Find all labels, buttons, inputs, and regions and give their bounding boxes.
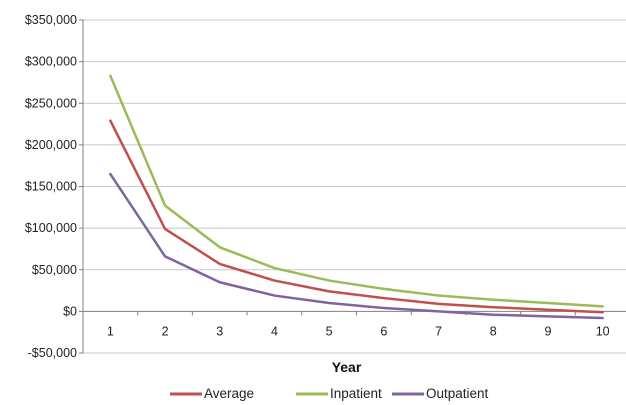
x-tick-label: 4 (271, 324, 278, 338)
legend: Average Inpatient Outpatient (170, 386, 489, 401)
series-line-inpatient (109, 74, 604, 308)
y-tick-label: -$50,000 (28, 346, 77, 360)
y-tick-label: $0 (63, 304, 77, 318)
legend-label-outpatient: Outpatient (426, 386, 489, 401)
x-tick-label: 2 (162, 324, 169, 338)
x-tick-label: 1 (107, 324, 114, 338)
y-tick-label: $250,000 (25, 96, 77, 110)
x-tick-label: 5 (326, 324, 333, 338)
x-tick-label: 9 (544, 324, 551, 338)
x-tick-label: 10 (596, 324, 610, 338)
y-tick-label: $100,000 (25, 221, 77, 235)
y-tick-label: $150,000 (25, 180, 77, 194)
series-line-average (109, 119, 604, 314)
y-tick-label: $50,000 (32, 263, 77, 277)
series-lines (109, 74, 604, 320)
y-axis: -$50,000 $0 $50,000 $100,000 $150,000 $200,00… (25, 13, 84, 360)
x-tick-label: 3 (216, 324, 223, 338)
y-tick-label: $200,000 (25, 138, 77, 152)
legend-label-average: Average (204, 386, 254, 401)
y-tick-label: $300,000 (25, 55, 77, 69)
gridlines (83, 19, 626, 354)
x-axis-title: Year (332, 359, 362, 375)
x-tick-label: 6 (380, 324, 387, 338)
legend-label-inpatient: Inpatient (330, 386, 382, 401)
y-tick-label: $350,000 (25, 13, 77, 27)
x-axis: 1 2 3 4 5 6 7 8 9 10 (82, 310, 626, 338)
series-line-outpatient (109, 172, 604, 320)
x-tick-label: 8 (490, 324, 497, 338)
x-tick-label: 7 (435, 324, 442, 338)
